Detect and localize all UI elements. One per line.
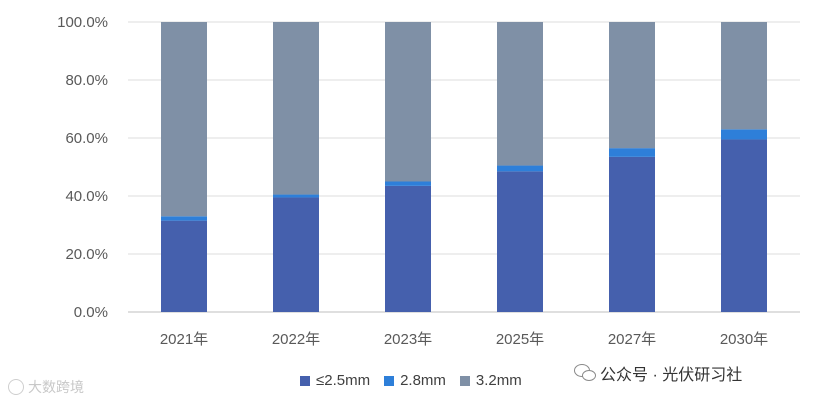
y-tick-label: 80.0%: [65, 72, 108, 89]
bar-segment-series-1: [497, 171, 543, 312]
watermark-left-text: 大数跨境: [28, 379, 84, 395]
x-tick-label: 2021年: [160, 331, 208, 348]
y-tick-label: 40.0%: [65, 188, 108, 205]
x-tick-label: 2023年: [384, 331, 432, 348]
bar-segment-series-1: [721, 139, 767, 312]
bar-segment-series-3: [609, 22, 655, 149]
bar-segment-series-3: [161, 22, 207, 217]
watermark-wechat: 公众号 · 光伏研习社: [574, 361, 742, 385]
bars: [161, 22, 767, 312]
watermark-source: 大数跨境: [8, 377, 84, 397]
y-tick-label: 100.0%: [57, 14, 108, 31]
legend-swatch-series-3: [459, 375, 470, 386]
bar-segment-series-2: [161, 216, 207, 221]
bar-segment-series-2: [609, 148, 655, 157]
bar-segment-series-3: [385, 22, 431, 182]
legend-label-series-3: 3.2mm: [475, 372, 522, 389]
bar-segment-series-2: [497, 165, 543, 172]
bar-segment-series-1: [273, 197, 319, 312]
bar-segment-series-1: [609, 156, 655, 312]
x-tick-label: 2030年: [720, 331, 768, 348]
legend-item-series-1: ≤2.5mm: [300, 372, 370, 389]
y-tick-label: 20.0%: [65, 246, 108, 263]
y-axis-ticks: 0.0% 20.0% 40.0% 60.0% 80.0% 100.0%: [57, 14, 108, 321]
legend-label-series-1: ≤2.5mm: [316, 372, 371, 389]
legend-swatch-series-2: [384, 375, 395, 386]
x-axis-ticks: 2021年 2022年 2023年 2025年 2027年 2030年: [160, 331, 768, 348]
gridlines: [128, 21, 800, 313]
legend-item-series-3: 3.2mm: [459, 372, 522, 389]
wechat-icon: [574, 364, 596, 382]
legend-label-series-2: 2.8mm: [400, 372, 446, 389]
y-tick-label: 0.0%: [74, 304, 108, 321]
x-tick-label: 2022年: [272, 331, 320, 348]
bar-segment-series-2: [273, 194, 319, 198]
watermark-right-text: 公众号 · 光伏研习社: [600, 367, 743, 384]
x-tick-label: 2027年: [608, 331, 656, 348]
bar-segment-series-3: [497, 22, 543, 166]
y-tick-label: 60.0%: [65, 130, 108, 147]
bar-segment-series-2: [721, 129, 767, 140]
bar-segment-series-3: [273, 22, 319, 195]
source-logo-icon: [8, 379, 24, 395]
bar-segment-series-2: [385, 181, 431, 186]
bar-segment-series-3: [721, 22, 767, 130]
bar-segment-series-1: [385, 185, 431, 312]
x-tick-label: 2025年: [496, 331, 544, 348]
legend-item-series-2: 2.8mm: [384, 372, 446, 389]
legend-swatch-series-1: [300, 375, 310, 386]
legend: ≤2.5mm 2.8mm 3.2mm: [300, 372, 536, 389]
bar-segment-series-1: [161, 220, 207, 312]
